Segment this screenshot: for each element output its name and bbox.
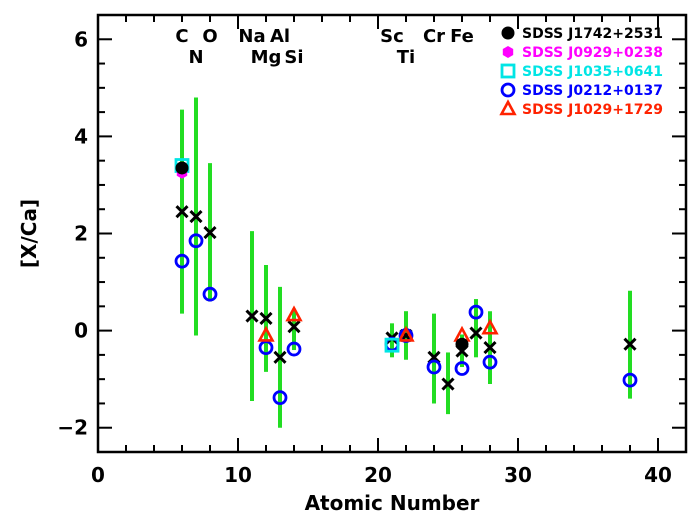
data-point [285, 305, 303, 322]
reference-x-marker [469, 326, 483, 340]
legend: SDSS J1742+2531 SDSS J0929+0238 SDSS J1035… [499, 26, 663, 118]
legend-label: SDSS J0929+0238 [522, 45, 663, 61]
element-label: Al [270, 26, 290, 47]
x-tick-label: 30 [504, 463, 532, 487]
x-tick-label: 20 [364, 463, 392, 487]
reference-x-marker-stroke [623, 337, 637, 351]
y-axis-title: [X/Ca] [17, 199, 41, 268]
reference-x-marker-stroke [483, 341, 497, 355]
data-point [426, 359, 442, 375]
data-point [175, 161, 189, 175]
data-point [455, 337, 469, 351]
reference-x-marker-stroke [245, 309, 259, 323]
legend-marker [499, 99, 517, 116]
y-tick-label: 2 [74, 222, 88, 246]
element-label: Si [284, 47, 303, 68]
plot-frame [96, 13, 688, 454]
legend-label: SDSS J1742+2531 [522, 26, 663, 42]
y-tick-label: −2 [57, 416, 88, 440]
reference-x-marker [623, 337, 637, 351]
data-points [174, 158, 638, 406]
x-tick-label: 0 [91, 463, 105, 487]
reference-x-marker [483, 341, 497, 355]
reference-x-marker-stroke [189, 209, 203, 224]
element-label: Ti [397, 47, 415, 68]
legend-item: SDSS J0929+0238 [502, 45, 663, 61]
data-point [397, 325, 415, 342]
legend-label: SDSS J0212+0137 [522, 83, 663, 99]
reference-x-marker-stroke [287, 320, 301, 334]
element-label: O [202, 26, 217, 47]
data-point [272, 390, 288, 406]
data-point [188, 233, 204, 249]
y-tick-label: 0 [74, 319, 88, 343]
data-point [468, 304, 484, 320]
legend-item: SDSS J1742+2531 [501, 26, 663, 42]
data-point [622, 372, 638, 388]
legend-label: SDSS J1029+1729 [522, 102, 663, 118]
reference-x-marker-stroke [273, 350, 287, 364]
reference-x-marker [189, 209, 203, 224]
data-point [482, 354, 498, 370]
reference-x-marker [203, 225, 217, 240]
element-label: C [175, 26, 188, 47]
legend-marker [500, 82, 516, 98]
element-label: N [188, 47, 203, 68]
element-label: Sc [380, 26, 404, 47]
element-label: Cr [423, 26, 445, 47]
legend-item: SDSS J1029+1729 [499, 99, 663, 118]
y-tick-label: 4 [74, 124, 88, 148]
x-tick-label: 40 [644, 463, 672, 487]
data-point [454, 361, 470, 376]
legend-item: SDSS J1035+0641 [500, 63, 663, 80]
data-point [257, 325, 275, 342]
reference-x-marker [259, 311, 273, 326]
reference-x-marker [175, 205, 189, 219]
legend-label: SDSS J1035+0641 [522, 64, 663, 80]
data-point [481, 318, 499, 335]
reference-x-marker [245, 309, 259, 323]
y-tick-label: 6 [74, 27, 88, 51]
x-tick-label: 10 [224, 463, 252, 487]
x-axis-title: Atomic Number [305, 491, 480, 513]
element-label: Mg [251, 47, 282, 68]
legend-marker [502, 46, 514, 58]
data-point [174, 253, 190, 269]
legend-marker [501, 26, 515, 40]
reference-x-marker [287, 320, 301, 334]
error-bars [180, 97, 632, 428]
data-point [384, 337, 400, 353]
reference-x-marker [441, 377, 455, 391]
reference-x-marker-stroke [175, 205, 189, 219]
reference-x-marker [273, 350, 287, 364]
data-point [286, 341, 302, 357]
element-label: Na [238, 26, 265, 47]
data-point [202, 286, 218, 302]
reference-x-marker-stroke [203, 225, 217, 240]
reference-x-marker-stroke [259, 311, 273, 326]
element-label: Fe [450, 26, 474, 47]
reference-x-marker-stroke [469, 326, 483, 340]
reference-x-marker-stroke [441, 377, 455, 391]
legend-item: SDSS J0212+0137 [500, 82, 663, 99]
legend-marker [500, 63, 516, 79]
